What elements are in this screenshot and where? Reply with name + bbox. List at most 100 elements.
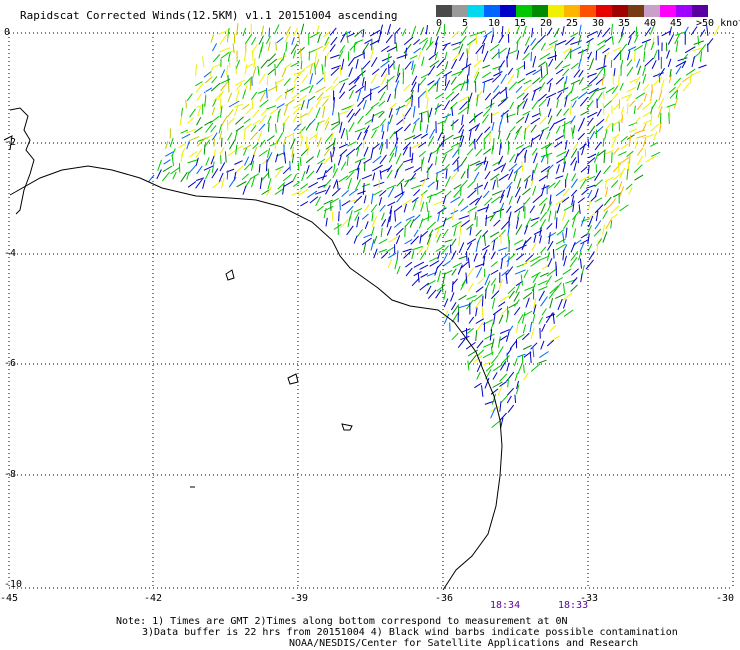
wind-barb xyxy=(636,81,641,91)
wind-barb xyxy=(441,284,444,293)
wind-barb xyxy=(547,97,551,107)
wind-barb xyxy=(420,27,425,36)
wind-barb xyxy=(585,175,596,181)
wind-barb xyxy=(298,46,305,54)
wind-barb xyxy=(421,56,425,67)
wind-barb xyxy=(581,143,586,156)
wind-barb xyxy=(522,344,532,350)
wind-barb xyxy=(484,160,489,171)
wind-barb xyxy=(547,182,556,189)
wind-barb xyxy=(562,232,565,244)
wind-barb xyxy=(323,148,330,157)
wind-barb xyxy=(451,312,459,323)
wind-barb xyxy=(473,59,482,68)
wind-barb xyxy=(634,116,641,124)
wind-barb xyxy=(305,61,316,69)
wind-barb xyxy=(620,26,625,37)
wind-barb xyxy=(457,264,463,275)
wind-barb xyxy=(538,61,546,68)
wind-barb xyxy=(531,282,536,292)
wind-barb xyxy=(427,152,432,163)
wind-barb xyxy=(420,159,423,172)
wind-barb xyxy=(445,91,455,100)
wind-barb xyxy=(394,126,404,135)
wind-barb xyxy=(347,177,352,190)
wind-barb xyxy=(186,171,190,180)
wind-barb xyxy=(258,46,263,59)
wind-barb xyxy=(675,65,682,75)
wind-barb xyxy=(333,163,336,173)
wind-barb xyxy=(224,151,227,163)
wind-barb xyxy=(413,39,420,46)
wind-barb xyxy=(596,67,604,77)
wind-barb xyxy=(491,190,503,196)
wind-barb xyxy=(650,142,658,147)
wind-barb xyxy=(475,240,479,252)
wind-barb xyxy=(204,120,212,126)
wind-barb xyxy=(555,243,566,251)
wind-barb xyxy=(434,103,439,115)
footnotes: Note: 1) Times are GMT 2)Times along bot… xyxy=(116,616,678,649)
wind-barb xyxy=(604,36,612,43)
wind-barb xyxy=(603,54,606,67)
wind-barb xyxy=(691,70,701,76)
wind-barb xyxy=(570,178,578,188)
wind-barb xyxy=(411,75,418,86)
wind-barb xyxy=(443,298,449,308)
wind-barb xyxy=(578,58,582,69)
wind-barb xyxy=(329,27,337,36)
wind-barb xyxy=(516,333,525,340)
wind-barb xyxy=(524,113,530,124)
wind-barb xyxy=(393,221,402,228)
wind-barb xyxy=(517,147,526,157)
wind-barb xyxy=(346,156,349,166)
wind-barb xyxy=(706,25,709,36)
wind-barb xyxy=(547,257,553,268)
wind-barb xyxy=(434,104,442,110)
wind-barb xyxy=(180,171,188,183)
wind-barb xyxy=(541,185,550,190)
wind-barb xyxy=(252,119,260,126)
wind-barb xyxy=(244,177,252,188)
wind-barb xyxy=(268,27,271,37)
wind-barb xyxy=(468,354,477,365)
wind-barb xyxy=(170,166,181,175)
wind-barb xyxy=(485,214,488,227)
wind-barb xyxy=(306,170,315,179)
wind-barb xyxy=(492,307,503,316)
wind-barb xyxy=(333,223,342,230)
wind-barb xyxy=(532,272,540,283)
wind-barb xyxy=(507,378,509,388)
wind-barb xyxy=(445,168,448,179)
wind-barb xyxy=(675,89,679,100)
wind-barb xyxy=(506,362,510,372)
wind-barb xyxy=(434,266,439,276)
wind-barb xyxy=(308,84,314,94)
wind-barb xyxy=(325,52,330,60)
wind-barb xyxy=(602,102,605,115)
lat-lon-grid xyxy=(8,32,734,589)
wind-barb xyxy=(442,195,447,205)
wind-barb xyxy=(490,173,500,181)
wind-barb xyxy=(548,40,558,46)
y-tick-label: -4 xyxy=(4,248,17,259)
wind-barb xyxy=(260,59,269,69)
wind-barb xyxy=(586,225,592,237)
wind-barb xyxy=(274,63,276,76)
wind-barb xyxy=(563,299,567,309)
wind-barb xyxy=(475,229,482,237)
wind-barb xyxy=(285,26,291,36)
wind-barb xyxy=(425,25,428,35)
wind-barb xyxy=(636,134,647,139)
wind-barb xyxy=(555,164,560,174)
wind-barb xyxy=(204,134,213,140)
wind-barb xyxy=(674,82,682,93)
wind-barb xyxy=(292,50,297,59)
wind-barb xyxy=(195,81,203,87)
wind-barb xyxy=(481,385,484,397)
wind-barb xyxy=(330,67,340,76)
wind-barb xyxy=(401,28,407,37)
wind-barb xyxy=(540,340,545,350)
wind-barb xyxy=(499,412,507,421)
